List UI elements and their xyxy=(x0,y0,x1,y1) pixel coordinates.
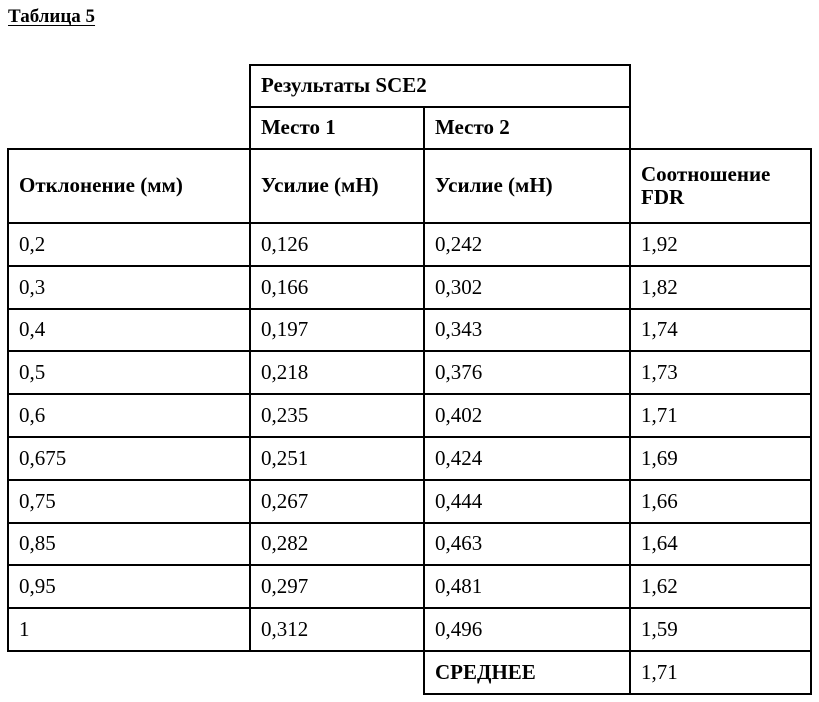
cell-deviation: 0,95 xyxy=(7,564,251,609)
cell-force-1: 0,267 xyxy=(249,479,425,524)
cell-force-2: 0,302 xyxy=(423,265,631,310)
cell-fdr-ratio: 1,62 xyxy=(629,564,812,609)
cell-force-1: 0,297 xyxy=(249,564,425,609)
header-place-2: Место 2 xyxy=(423,106,631,150)
cell-deviation: 1 xyxy=(7,607,251,652)
cell-force-1: 0,251 xyxy=(249,436,425,481)
cell-force-2: 0,444 xyxy=(423,479,631,524)
cell-force-1: 0,126 xyxy=(249,222,425,267)
cell-force-1: 0,166 xyxy=(249,265,425,310)
cell-deviation: 0,4 xyxy=(7,308,251,352)
cell-force-1: 0,312 xyxy=(249,607,425,652)
cell-fdr-ratio: 1,73 xyxy=(629,350,812,395)
cell-force-1: 0,235 xyxy=(249,393,425,438)
header-force-1: Усилие (мН) xyxy=(249,148,425,224)
cell-deviation: 0,75 xyxy=(7,479,251,524)
cell-deviation: 0,85 xyxy=(7,522,251,566)
cell-force-2: 0,496 xyxy=(423,607,631,652)
cell-force-2: 0,424 xyxy=(423,436,631,481)
cell-fdr-ratio: 1,59 xyxy=(629,607,812,652)
cell-force-2: 0,343 xyxy=(423,308,631,352)
cell-fdr-ratio: 1,71 xyxy=(629,393,812,438)
cell-force-2: 0,376 xyxy=(423,350,631,395)
header-deviation: Отклонение (мм) xyxy=(7,148,251,224)
header-group-title: Результаты SCE2 xyxy=(249,64,631,108)
cell-force-1: 0,197 xyxy=(249,308,425,352)
header-fdr-ratio: Соотношение FDR xyxy=(629,148,812,224)
cell-deviation: 0,2 xyxy=(7,222,251,267)
cell-force-1: 0,218 xyxy=(249,350,425,395)
table-caption: Таблица 5 xyxy=(8,6,95,28)
cell-fdr-ratio: 1,92 xyxy=(629,222,812,267)
cell-deviation: 0,6 xyxy=(7,393,251,438)
cell-fdr-ratio: 1,74 xyxy=(629,308,812,352)
cell-force-2: 0,481 xyxy=(423,564,631,609)
header-place-1: Место 1 xyxy=(249,106,425,150)
average-label: СРЕДНЕЕ xyxy=(423,650,631,695)
cell-force-2: 0,463 xyxy=(423,522,631,566)
cell-fdr-ratio: 1,69 xyxy=(629,436,812,481)
average-value: 1,71 xyxy=(629,650,812,695)
cell-deviation: 0,5 xyxy=(7,350,251,395)
cell-fdr-ratio: 1,82 xyxy=(629,265,812,310)
cell-deviation: 0,675 xyxy=(7,436,251,481)
cell-force-2: 0,402 xyxy=(423,393,631,438)
cell-fdr-ratio: 1,66 xyxy=(629,479,812,524)
cell-force-1: 0,282 xyxy=(249,522,425,566)
cell-deviation: 0,3 xyxy=(7,265,251,310)
cell-force-2: 0,242 xyxy=(423,222,631,267)
cell-fdr-ratio: 1,64 xyxy=(629,522,812,566)
header-force-2: Усилие (мН) xyxy=(423,148,631,224)
